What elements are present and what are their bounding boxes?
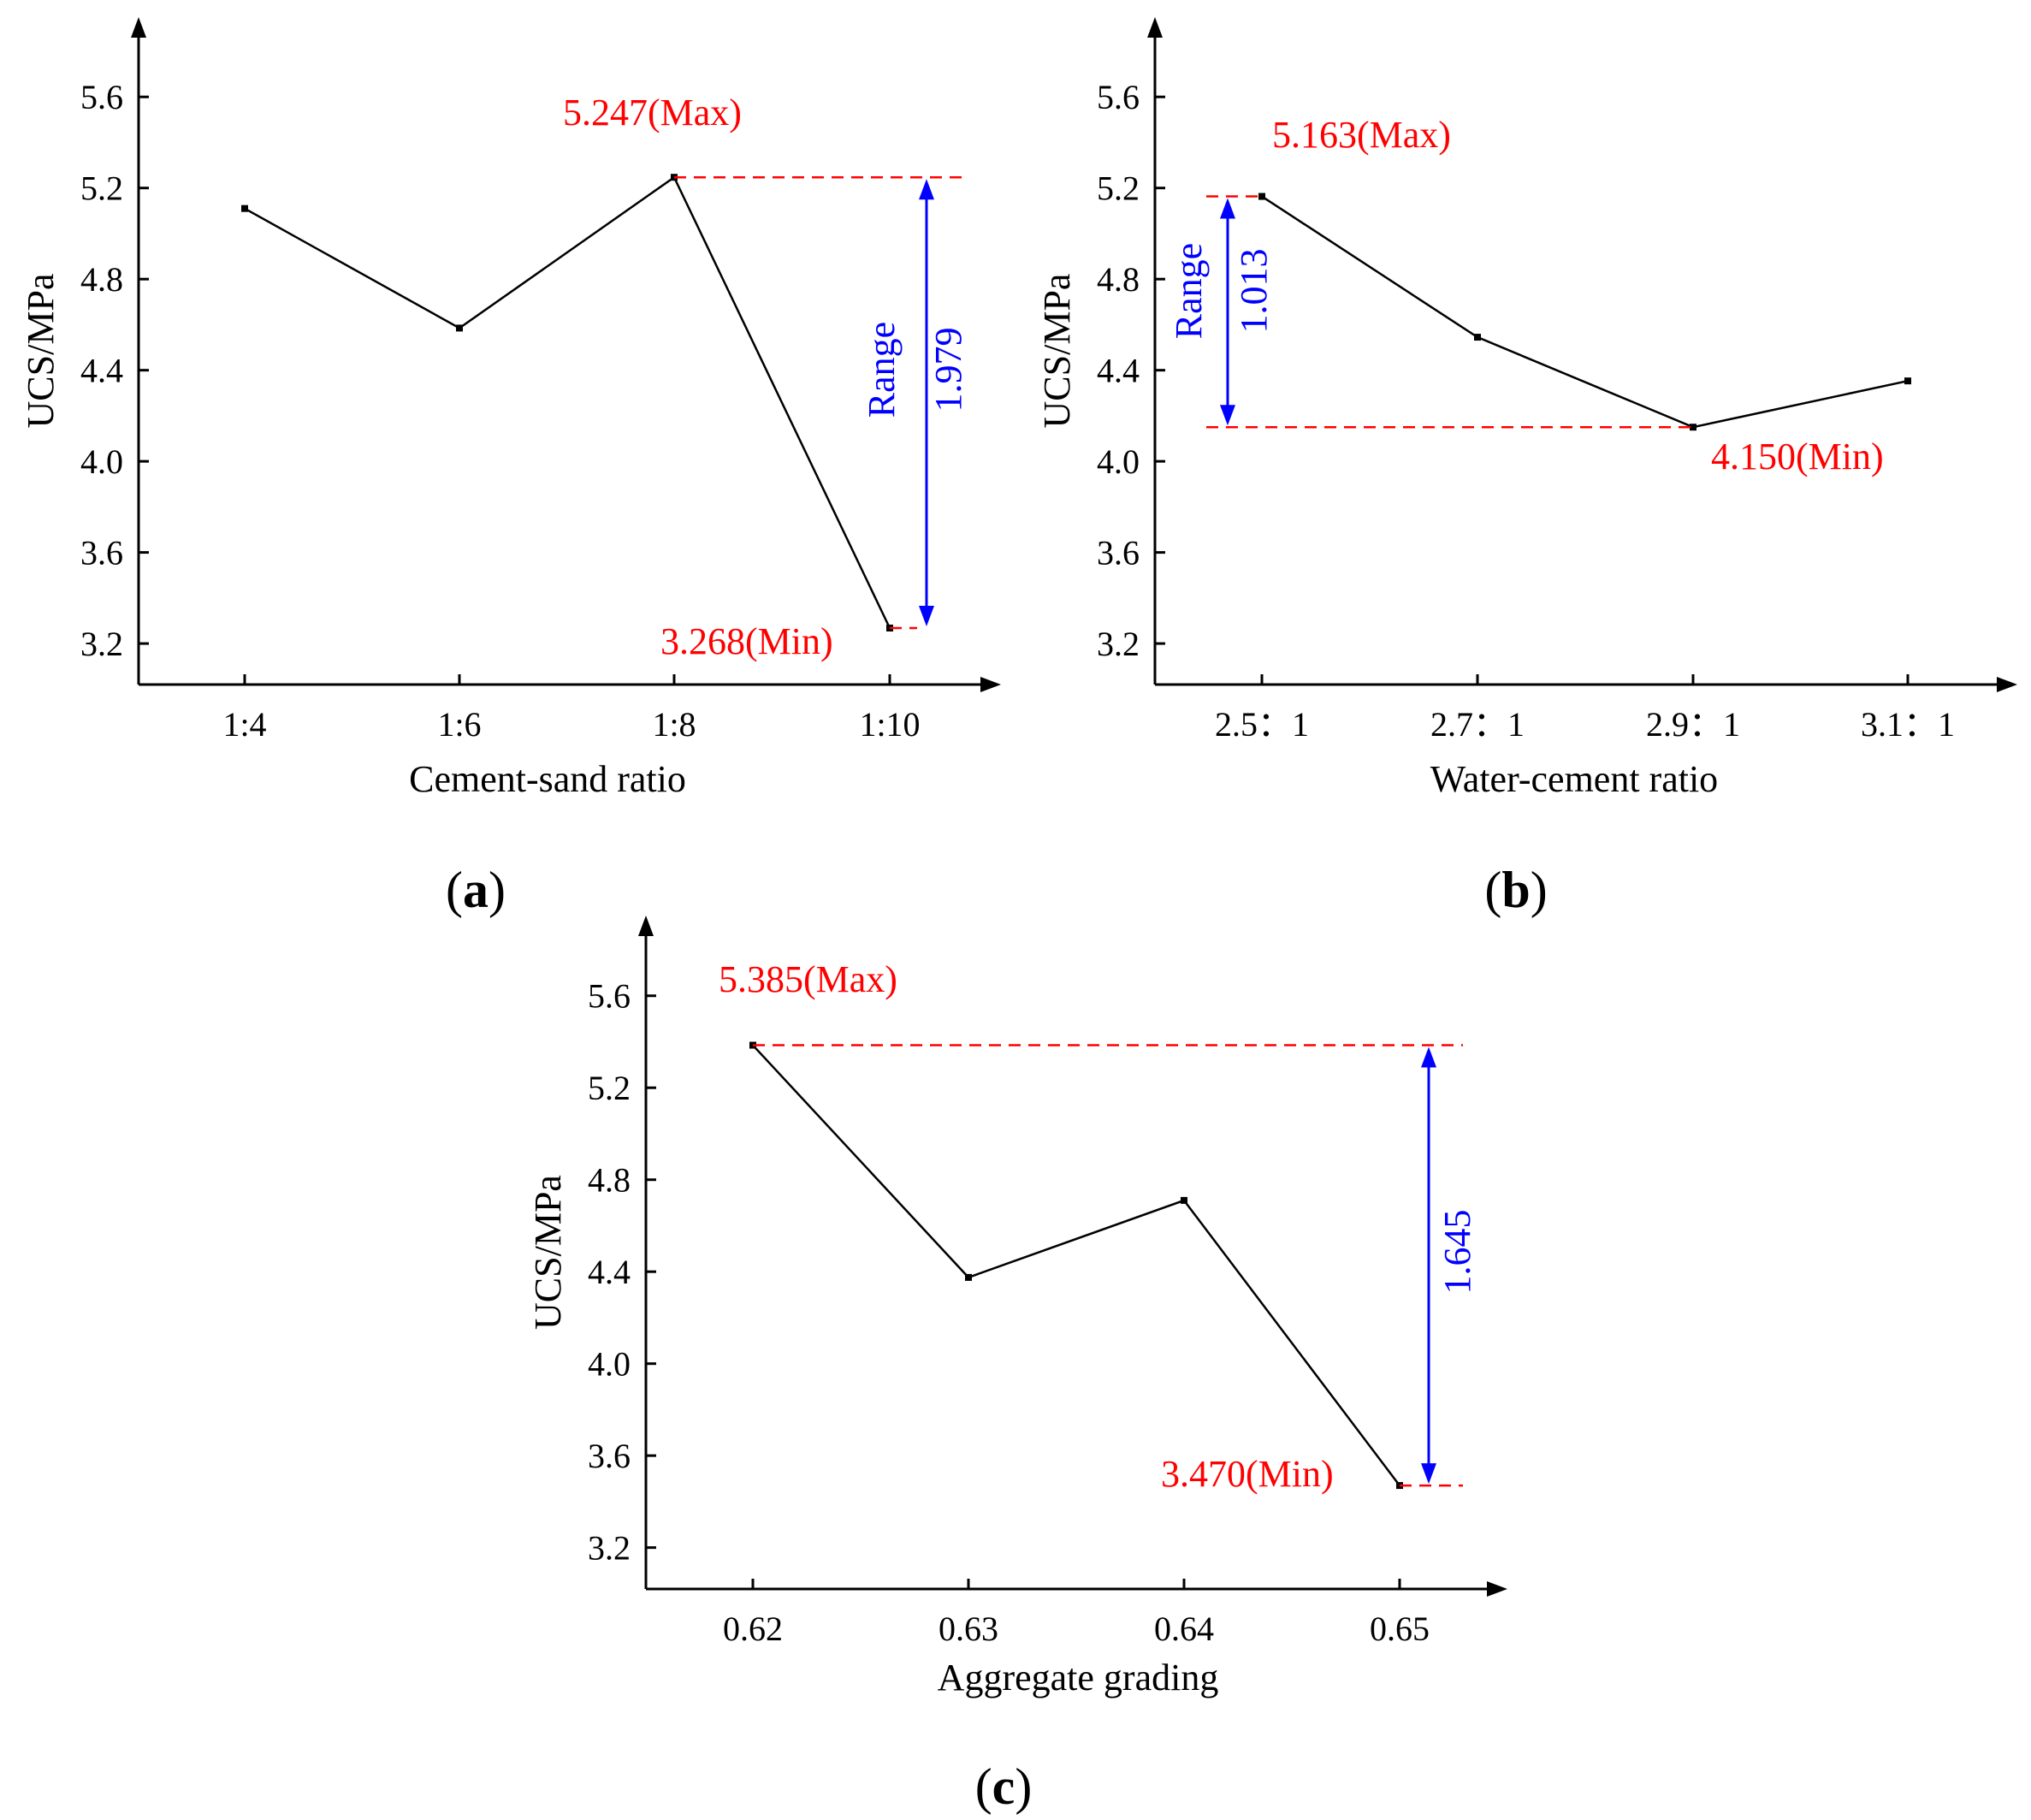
min-annotation: 3.470(Min): [1161, 1453, 1334, 1495]
max-annotation: 5.163(Max): [1272, 114, 1451, 156]
range-value: 1.979: [927, 328, 969, 412]
y-axis-title: UCS/MPa: [1036, 274, 1078, 429]
y-tick-label: 4.4: [588, 1253, 631, 1291]
series-line: [244, 175, 891, 629]
y-axis-title: UCS/MPa: [527, 1175, 569, 1330]
x-axis-title: Aggregate grading: [938, 1657, 1219, 1698]
x-tick-label: 0.62: [723, 1610, 783, 1648]
x-tick-label: 3.1：1: [1861, 705, 1955, 744]
y-tick-label: 3.6: [80, 534, 123, 572]
data-point: [1181, 1196, 1187, 1204]
y-tick-label: 5.2: [1097, 169, 1140, 208]
data-point: [241, 205, 248, 212]
y-tick-label: 5.2: [80, 169, 123, 208]
x-tick-label: 1:6: [437, 705, 481, 744]
data-point: [1904, 377, 1911, 385]
y-tick-label: 3.2: [588, 1529, 631, 1568]
min-annotation: 4.150(Min): [1711, 436, 1884, 477]
y-tick-label: 3.2: [1097, 625, 1140, 663]
range-arrow-head-up: [1220, 198, 1235, 219]
y-tick-label: 4.8: [1097, 260, 1140, 299]
range-arrow-head-down: [1421, 1463, 1436, 1485]
y-tick-label: 4.0: [1097, 442, 1140, 481]
series-line: [752, 1044, 1400, 1486]
data-point: [1258, 193, 1265, 200]
x-tick-label: 2.7：1: [1430, 705, 1525, 744]
x-axis-title: Cement-sand ratio: [409, 758, 686, 800]
x-axis-arrow: [980, 677, 1001, 692]
data-point: [1690, 424, 1696, 431]
x-tick-label: 0.64: [1154, 1610, 1214, 1648]
range-arrow-head-down: [919, 605, 934, 626]
data-point: [965, 1273, 972, 1281]
y-tick-label: 4.0: [80, 442, 123, 481]
max-annotation: 5.247(Max): [563, 92, 742, 133]
chart-panel-a: 3.2 3.6 4.0 4.4 4.8 5.2 5.6 1:4 1:6 1:8 1:10 Cement…: [20, 17, 1001, 918]
range-arrow-head-up: [919, 179, 934, 200]
x-axis-arrow: [1487, 1581, 1507, 1597]
y-tick-label: 3.6: [1097, 534, 1140, 572]
range-arrow-head-down: [1220, 405, 1235, 426]
series-line: [1261, 195, 1909, 429]
range-title: Range: [861, 322, 903, 418]
y-tick-label: 4.0: [588, 1345, 631, 1384]
y-tick-label: 5.6: [80, 78, 123, 116]
range-value: 1.645: [1436, 1210, 1478, 1295]
y-axis-title: UCS/MPa: [20, 274, 62, 429]
x-tick-label: 1:8: [652, 705, 696, 744]
panel-label: (b): [1484, 862, 1547, 918]
range-arrow-head-up: [1421, 1046, 1436, 1068]
chart-panel-b: 3.2 3.6 4.0 4.4 4.8 5.2 5.6 2.5：1 2.7：1 2.9：1 3.1：…: [1036, 17, 2017, 918]
x-axis-title: Water-cement ratio: [1430, 758, 1718, 800]
y-tick-label: 3.2: [80, 625, 123, 663]
y-tick-label: 5.6: [1097, 78, 1140, 116]
x-tick-label: 0.65: [1370, 1610, 1430, 1648]
y-axis-arrow: [638, 916, 654, 936]
data-point: [456, 324, 463, 332]
panel-label: (a): [446, 862, 506, 918]
data-point: [1474, 334, 1481, 341]
panel-label: (c): [975, 1758, 1033, 1815]
x-tick-label: 1:4: [222, 705, 266, 744]
y-tick-label: 4.8: [588, 1161, 631, 1200]
y-tick-label: 4.8: [80, 260, 123, 299]
x-axis-arrow: [1997, 677, 2017, 692]
y-tick-label: 4.4: [1097, 352, 1140, 390]
y-tick-label: 5.6: [588, 977, 631, 1016]
min-annotation: 3.268(Min): [660, 620, 833, 662]
chart-panel-c: 3.2 3.6 4.0 4.4 4.8 5.2 5.6 0.62 0.63 0.64 0.65 Agg…: [527, 916, 1507, 1815]
x-tick-label: 2.9：1: [1646, 705, 1740, 744]
y-axis-arrow: [131, 17, 146, 38]
x-tick-label: 2.5：1: [1215, 705, 1309, 744]
y-tick-label: 3.6: [588, 1437, 631, 1475]
range-value: 1.013: [1233, 249, 1275, 334]
max-annotation: 5.385(Max): [719, 958, 897, 1000]
x-tick-label: 0.63: [939, 1610, 998, 1648]
y-axis-arrow: [1147, 17, 1163, 38]
x-tick-label: 1:10: [859, 705, 920, 744]
y-tick-label: 4.4: [80, 352, 123, 390]
y-tick-label: 5.2: [588, 1069, 631, 1107]
range-title: Range: [1168, 243, 1210, 339]
